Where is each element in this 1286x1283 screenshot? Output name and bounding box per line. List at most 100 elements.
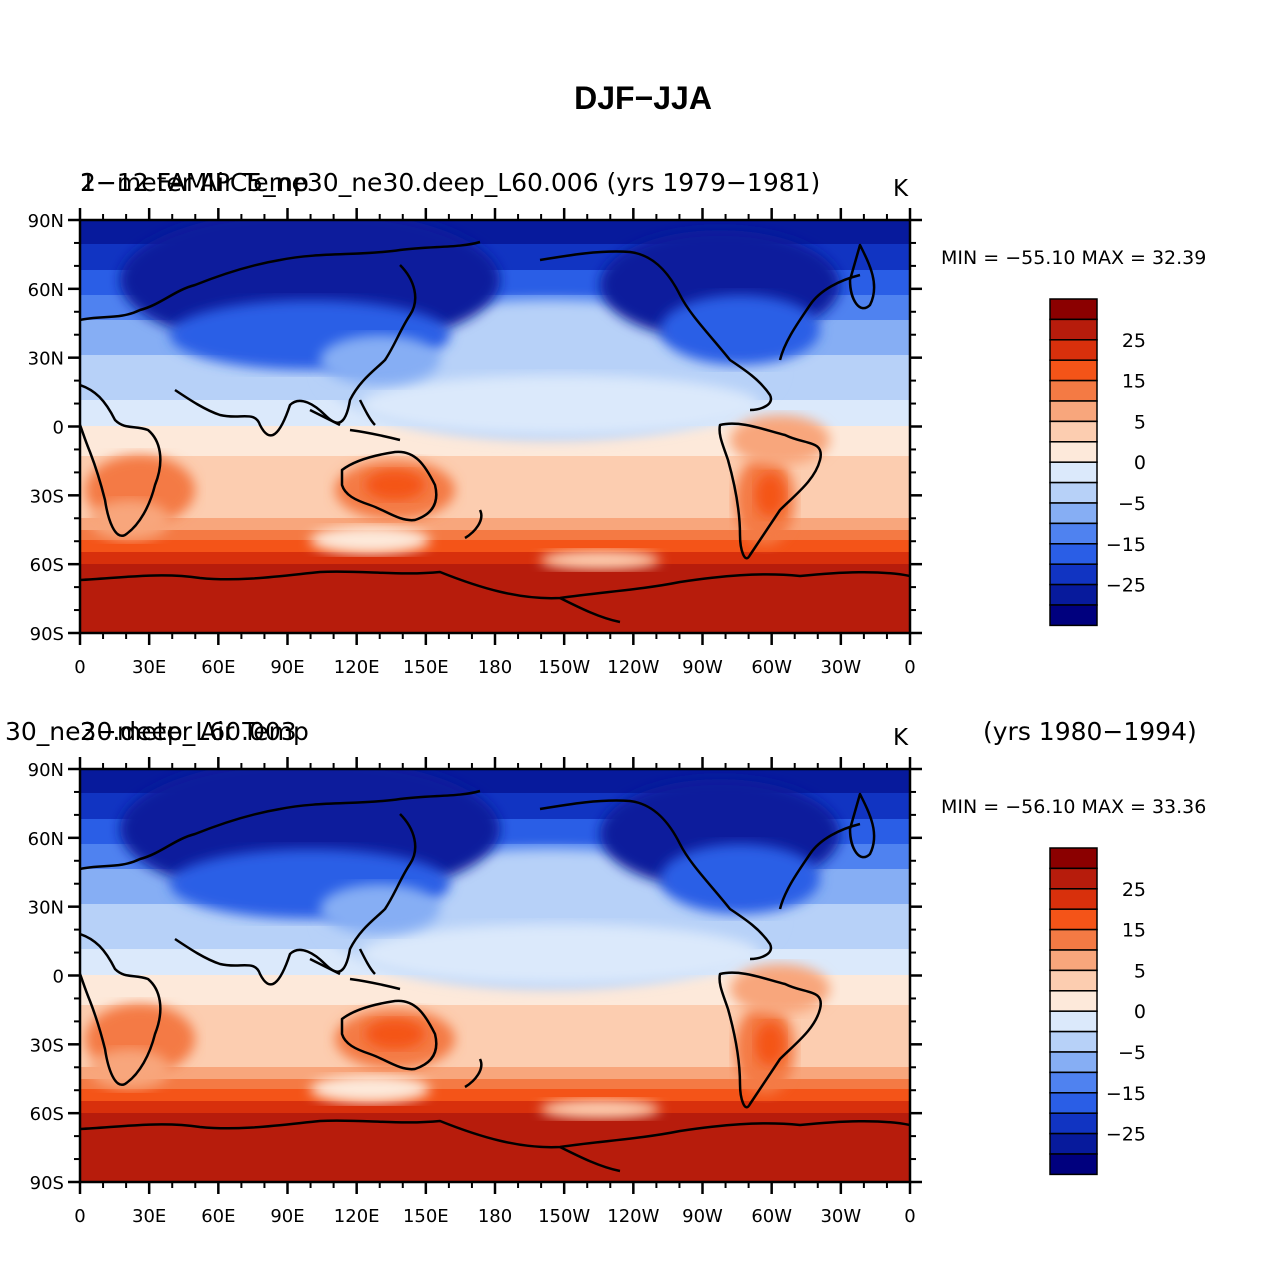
lon-tick-label: 180 — [478, 1206, 512, 1227]
colorbar-box — [1049, 481, 1098, 504]
lat-tick-label: 90S — [30, 1173, 64, 1194]
panel-2-right-title: 30_ne30.deep_L60.003 — [5, 717, 297, 746]
lon-tick-label: 120E — [334, 1206, 380, 1227]
lon-tick-label: 120W — [607, 1206, 659, 1227]
colorbar-box — [1049, 1092, 1098, 1114]
lat-tick-label: 60S — [30, 555, 64, 576]
lat-tick-label: 60S — [30, 1104, 64, 1125]
lat-tick-label: 60N — [28, 280, 64, 301]
lon-tick-label: 0 — [74, 1206, 85, 1227]
colorbar-label: −5 — [1118, 493, 1146, 515]
lat-tick-label: 90N — [28, 760, 64, 781]
panel-2-contour-field — [80, 759, 910, 1182]
lat-tick-label: 30N — [28, 349, 64, 370]
panel-2-left-title: 2−meter Air Temp — [80, 717, 309, 746]
colorbar-label: 5 — [1134, 411, 1146, 433]
lon-tick-label: 30E — [132, 657, 166, 678]
panel-1-contour-field — [80, 210, 910, 633]
lon-tick-label: 60E — [201, 1206, 235, 1227]
lon-tick-label: 30E — [132, 1206, 166, 1227]
colorbar-box — [1049, 1030, 1098, 1053]
colorbar-label: −25 — [1106, 575, 1146, 597]
colorbar-label: −5 — [1118, 1042, 1146, 1064]
panel-1-minmax: MIN = −55.10 MAX = 32.39 — [941, 247, 1207, 269]
colorbar-box — [1049, 461, 1098, 484]
lat-tick-label: 0 — [53, 967, 64, 988]
colorbar-box — [1049, 1153, 1098, 1176]
lon-tick-label: 120W — [607, 657, 659, 678]
colorbar-box — [1049, 563, 1098, 586]
lon-tick-label: 30W — [820, 657, 861, 678]
colorbar-box — [1049, 1112, 1098, 1135]
colorbar-box — [1049, 949, 1098, 972]
lon-tick-label: 90E — [270, 1206, 304, 1227]
lon-tick-label: 120E — [334, 657, 380, 678]
lon-tick-label: 0 — [74, 657, 85, 678]
lon-tick-label: 90E — [270, 657, 304, 678]
lon-tick-label: 150W — [538, 1206, 590, 1227]
panel-2-units: K — [893, 725, 909, 751]
colorbar-box — [1049, 441, 1098, 463]
colorbar-box — [1049, 867, 1098, 890]
colorbar-box — [1049, 1132, 1098, 1155]
colorbar-label: 5 — [1134, 960, 1146, 982]
panel-1-units: K — [893, 176, 909, 202]
colorbar-label: 15 — [1122, 920, 1146, 942]
panel-2-minmax: MIN = −56.10 MAX = 33.36 — [941, 796, 1207, 818]
lon-tick-label: 60E — [201, 657, 235, 678]
lon-tick-label: 150W — [538, 657, 590, 678]
main-title: DJF−JJA — [574, 80, 712, 116]
axes-group: 90N 60N 30N 0 30S 60S 90S 0 30E 60E 90E 120E 150E 180… — [28, 208, 922, 1227]
lon-tick-label: 0 — [904, 1206, 915, 1227]
lon-tick-label: 90W — [682, 1206, 723, 1227]
colorbar-box — [1049, 359, 1098, 382]
colorbar-label: 0 — [1134, 452, 1146, 474]
colorbar-box — [1049, 847, 1098, 870]
lon-tick-label: 60W — [751, 1206, 792, 1227]
lon-tick-label: 30W — [820, 1206, 861, 1227]
colorbar-box — [1049, 522, 1098, 545]
colorbar-label: 0 — [1134, 1001, 1146, 1023]
lat-tick-label: 90S — [30, 624, 64, 645]
colorbar-label: 15 — [1122, 371, 1146, 393]
colorbar-box — [1049, 298, 1098, 321]
colorbar-box — [1049, 379, 1098, 402]
colorbar-box — [1049, 1051, 1098, 1074]
colorbar-box — [1049, 583, 1098, 606]
lon-tick-label: 0 — [904, 657, 915, 678]
lat-tick-label: 0 — [53, 418, 64, 439]
colorbar-box — [1049, 990, 1098, 1012]
lon-tick-label: 150E — [403, 1206, 449, 1227]
panel-2-years: (yrs 1980−1994) — [983, 717, 1197, 746]
colorbar-label: 25 — [1122, 879, 1146, 901]
lon-tick-label: 90W — [682, 657, 723, 678]
colorbar-box — [1049, 318, 1098, 341]
lat-tick-label: 30S — [30, 1035, 64, 1056]
colorbar-box — [1049, 1071, 1098, 1094]
colorbar-box — [1049, 1010, 1098, 1033]
colorbar-box — [1049, 400, 1098, 423]
colorbar-box — [1049, 969, 1098, 992]
colorbar-box — [1049, 543, 1098, 565]
lat-tick-label: 60N — [28, 829, 64, 850]
lon-tick-label: 150E — [403, 657, 449, 678]
colorbar-label: −15 — [1106, 534, 1146, 556]
colorbar-label: −25 — [1106, 1124, 1146, 1146]
lat-tick-label: 30N — [28, 898, 64, 919]
colorbar-box — [1049, 604, 1098, 627]
panel-1-left-title: 2−meter Air Temp — [80, 168, 309, 197]
lon-tick-label: 60W — [751, 657, 792, 678]
colorbar-box — [1049, 928, 1098, 951]
lon-tick-label: 180 — [478, 657, 512, 678]
colorbar-box — [1049, 502, 1098, 525]
colorbar-box — [1049, 908, 1098, 931]
lat-tick-label: 30S — [30, 486, 64, 507]
colorbar-box — [1049, 420, 1098, 443]
colorbar-label: −15 — [1106, 1083, 1146, 1105]
panel-1-right-title: 1−12 FAMIPC5_ne30_ne30.deep_L60.006 (yrs… — [80, 168, 821, 197]
colorbar-box — [1049, 888, 1098, 910]
colorbar-box — [1049, 339, 1098, 361]
colorbars-group: 25 15 5 0 −5 −15 −25 25 15 5 0 −5 −15 −25 — [1049, 298, 1146, 1176]
colorbar-label: 25 — [1122, 330, 1146, 352]
